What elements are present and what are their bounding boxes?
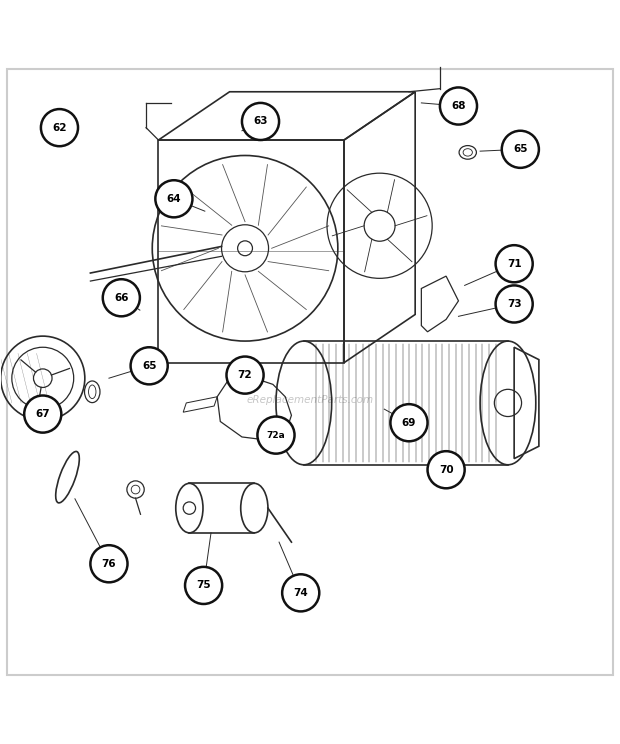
Text: 74: 74 bbox=[293, 588, 308, 598]
Text: 75: 75 bbox=[197, 580, 211, 591]
Circle shape bbox=[391, 404, 428, 441]
Circle shape bbox=[440, 88, 477, 124]
Text: 65: 65 bbox=[142, 361, 156, 371]
Circle shape bbox=[24, 396, 61, 432]
Text: 64: 64 bbox=[167, 193, 181, 204]
Text: 62: 62 bbox=[52, 123, 67, 132]
Text: 71: 71 bbox=[507, 259, 521, 269]
Circle shape bbox=[185, 567, 222, 604]
Circle shape bbox=[257, 417, 294, 454]
Circle shape bbox=[103, 279, 140, 316]
Text: 76: 76 bbox=[102, 559, 117, 568]
Text: 70: 70 bbox=[439, 465, 453, 475]
Text: 73: 73 bbox=[507, 299, 521, 309]
Circle shape bbox=[502, 131, 539, 168]
Circle shape bbox=[156, 180, 192, 217]
Circle shape bbox=[282, 574, 319, 612]
Text: 72a: 72a bbox=[267, 431, 285, 440]
Text: 66: 66 bbox=[114, 293, 128, 303]
Text: 67: 67 bbox=[35, 409, 50, 419]
Circle shape bbox=[495, 246, 533, 282]
Circle shape bbox=[495, 286, 533, 322]
Circle shape bbox=[91, 545, 128, 583]
Circle shape bbox=[242, 103, 279, 140]
Text: 69: 69 bbox=[402, 417, 416, 428]
Circle shape bbox=[428, 451, 464, 488]
Text: 65: 65 bbox=[513, 144, 528, 154]
Circle shape bbox=[226, 356, 264, 394]
Text: 72: 72 bbox=[237, 370, 252, 380]
Circle shape bbox=[41, 109, 78, 147]
Text: 68: 68 bbox=[451, 101, 466, 111]
Circle shape bbox=[131, 347, 168, 385]
Text: eReplacementParts.com: eReplacementParts.com bbox=[246, 395, 374, 405]
Text: 63: 63 bbox=[253, 117, 268, 126]
